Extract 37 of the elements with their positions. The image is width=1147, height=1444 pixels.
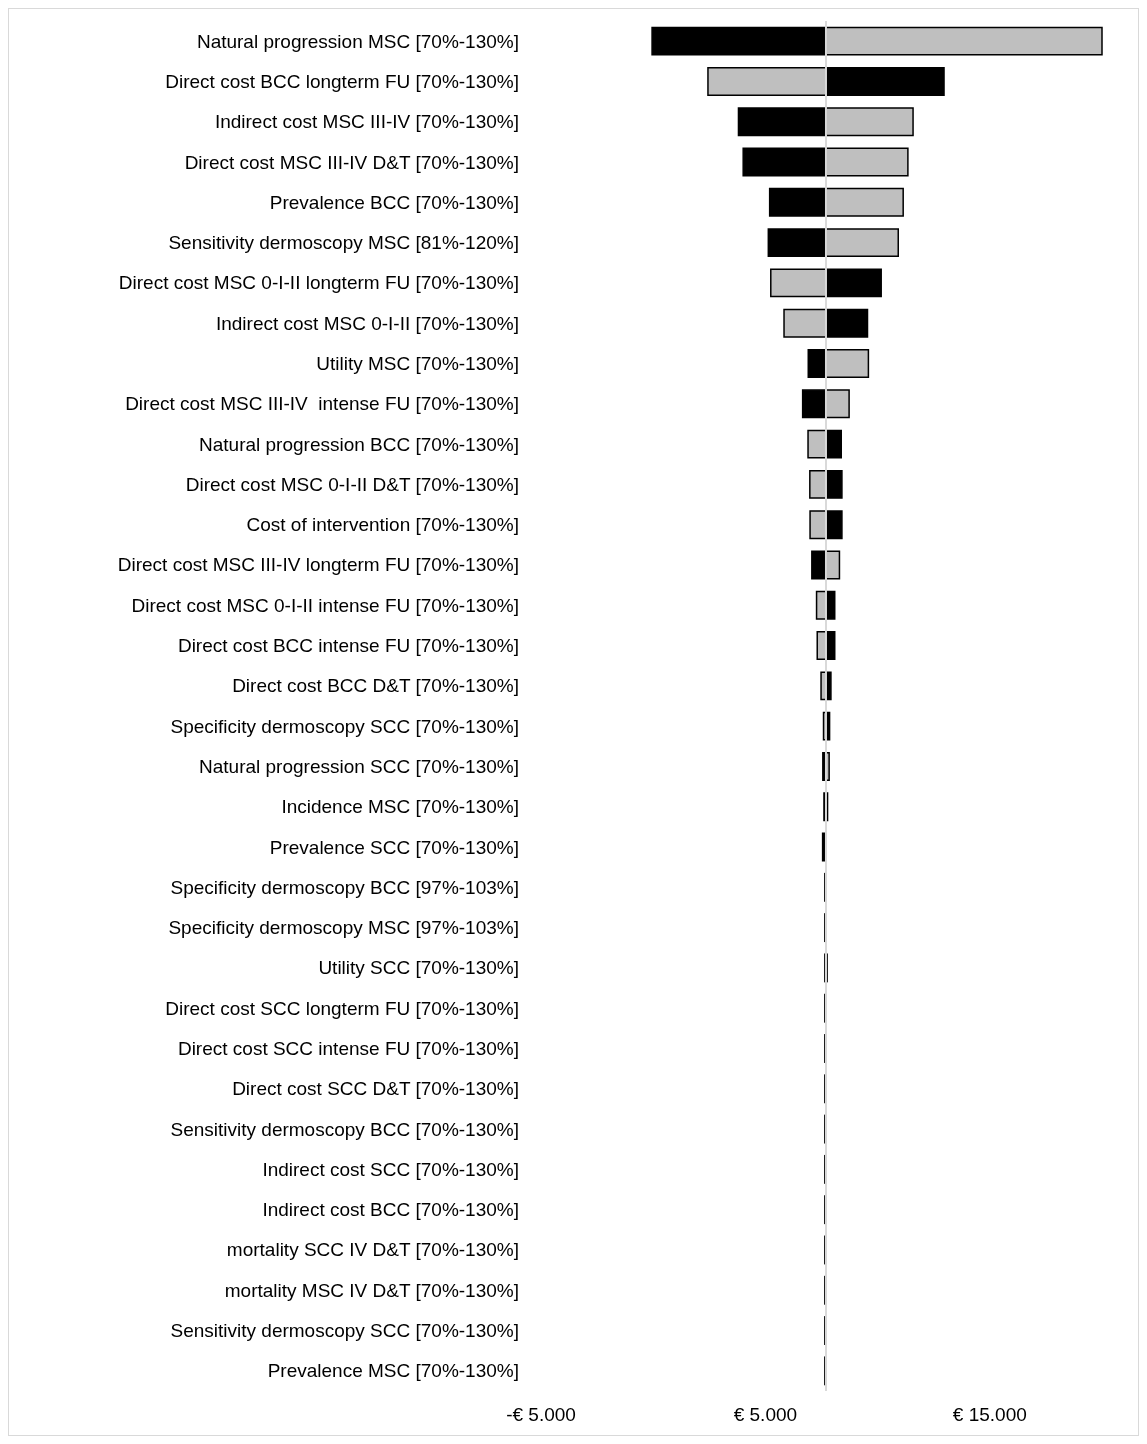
y-tick-label: Indirect cost MSC III-IV [70%-130%] [214, 111, 519, 133]
y-tick-label: mortality SCC IV D&T [70%-130%] [226, 1239, 519, 1261]
y-tick-label: Natural progression BCC [70%-130%] [199, 433, 519, 455]
y-tick-label: Utility MSC [70%-130%] [316, 353, 519, 374]
y-tick-label: Utility SCC [70%-130%] [318, 957, 519, 979]
y-tick-label: Prevalence BCC [70%-130%] [269, 191, 519, 213]
y-tick-label: Prevalence SCC [70%-130%] [269, 836, 519, 858]
y-tick-label: Specificity dermoscopy MSC [97%-103%] [168, 917, 519, 939]
y-tick-label: Direct cost BCC D&T [70%-130%] [232, 675, 519, 697]
y-tick-label: Specificity dermoscopy SCC [70%-130%] [170, 715, 519, 737]
y-tick-label: Direct cost SCC intense FU [70%-130%] [177, 1038, 519, 1059]
y-tick-label: Direct cost MSC 0-I-II longterm FU [70%-130%] [118, 272, 519, 294]
y-tick-label: Indirect cost MSC 0-I-II [70%-130%] [215, 312, 519, 334]
y-tick-label: Direct cost MSC 0-I-II intense FU [70%-130%] [131, 594, 519, 616]
x-tick-label: € 15.000 [952, 1404, 1027, 1425]
y-tick-label: Sensitivity dermoscopy BCC [70%-130%] [170, 1118, 519, 1140]
y-tick-label: Prevalence MSC [70%-130%] [267, 1360, 519, 1382]
y-tick-label: Direct cost MSC III-IV intense FU [70%-130%] [125, 393, 519, 415]
y-tick-label: Sensitivity dermoscopy SCC [70%-130%] [170, 1320, 519, 1342]
y-tick-label: Direct cost MSC III-IV longterm FU [70%-130%] [117, 554, 519, 576]
y-tick-label: Indirect cost BCC [70%-130%] [262, 1199, 519, 1221]
y-tick-label: mortality MSC IV D&T [70%-130%] [224, 1279, 519, 1301]
x-tick-label: -€ 5.000 [506, 1404, 576, 1425]
y-tick-label: Specificity dermoscopy BCC [97%-103%] [170, 876, 519, 898]
y-tick-label: Direct cost SCC D&T [70%-130%] [232, 1078, 519, 1100]
y-tick-label: Direct cost SCC longterm FU [70%-130%] [165, 997, 519, 1019]
y-tick-label: Indirect cost SCC [70%-130%] [262, 1158, 519, 1180]
y-tick-label: Direct cost BCC intense FU [70%-130%] [177, 635, 519, 657]
y-tick-label: Direct cost MSC 0-I-II D&T [70%-130%] [185, 473, 519, 495]
y-tick-label: Natural progression SCC [70%-130%] [199, 755, 519, 777]
y-tick-label: Direct cost BCC longterm FU [70%-130%] [165, 70, 519, 92]
y-tick-label: Sensitivity dermoscopy MSC [81%-120%] [168, 232, 519, 254]
y-tick-label: Natural progression MSC [70%-130%] [196, 30, 519, 52]
y-tick-label: Incidence MSC [70%-130%] [281, 796, 519, 818]
y-tick-label: Direct cost MSC III-IV D&T [70%-130%] [184, 151, 519, 173]
x-tick-label: € 5.000 [733, 1404, 798, 1425]
y-tick-label: Cost of intervention [70%-130%] [246, 514, 519, 536]
